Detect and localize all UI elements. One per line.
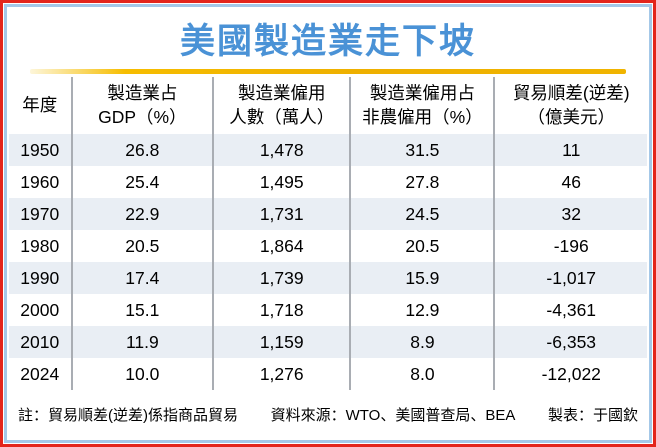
table-cell: 11 — [493, 134, 647, 166]
table-cell: -1,017 — [493, 262, 647, 294]
table-row: 1980 20.5 1,864 20.5 -196 — [9, 230, 647, 262]
table-body: 1950 26.8 1,478 31.5 11 1960 25.4 1,495 27.8 46 19… — [9, 134, 647, 390]
table-cell: 20.5 — [70, 230, 214, 262]
table-cell: 15.1 — [70, 294, 214, 326]
table-cell: 1,864 — [212, 230, 351, 262]
header-trade-balance: 貿易順差(逆差) （億美元） — [493, 77, 647, 134]
title-bar: 美國製造業走下坡 — [8, 9, 648, 67]
table-cell: 1950 — [20, 139, 60, 160]
table-cell: 26.8 — [70, 134, 214, 166]
data-table: 年度 製造業占 GDP（%） 製造業僱用 人數（萬人） 製造業僱用占 非農僱用（… — [9, 77, 647, 390]
table-cell: 1,495 — [212, 166, 351, 198]
table-header: 年度 製造業占 GDP（%） 製造業僱用 人數（萬人） 製造業僱用占 非農僱用（… — [9, 77, 647, 134]
footer-credit: 製表：于國欽 — [547, 406, 638, 424]
table-cell: 20.5 — [349, 230, 495, 262]
header-nonfarm-share: 製造業僱用占 非農僱用（%） — [349, 77, 495, 134]
table-cell: -196 — [493, 230, 647, 262]
table-cell: 17.4 — [70, 262, 214, 294]
table-row: 1970 22.9 1,731 24.5 32 — [9, 198, 647, 230]
table-cell: 24.5 — [349, 198, 495, 230]
table-cell: 1970 — [20, 203, 60, 224]
table-cell: 1,739 — [212, 262, 351, 294]
table-cell: 25.4 — [70, 166, 214, 198]
table-cell: 1,159 — [212, 326, 351, 358]
table-row: 2024 10.0 1,276 8.0 -12,022 — [9, 358, 647, 390]
table-cell: 2000 — [20, 299, 60, 320]
header-employment: 製造業僱用 人數（萬人） — [212, 77, 351, 134]
gold-divider — [30, 69, 626, 74]
table-row: 1990 17.4 1,739 15.9 -1,017 — [9, 262, 647, 294]
table-cell: 15.9 — [349, 262, 495, 294]
inner-blue-frame: 美國製造業走下坡 年度 製造業占 GDP（%） 製造業僱用 人數（萬人） 製造業… — [4, 4, 652, 443]
table-cell: -4,361 — [493, 294, 647, 326]
table-cell: 32 — [493, 198, 647, 230]
table-cell: 10.0 — [70, 358, 214, 390]
table-cell: 1990 — [20, 267, 60, 288]
header-year: 年度 — [9, 77, 72, 134]
table-cell: 1,718 — [212, 294, 351, 326]
table-cell: 2010 — [20, 331, 60, 352]
table-cell: 1,478 — [212, 134, 351, 166]
table-cell: 1980 — [20, 235, 60, 256]
table-cell: 2024 — [20, 363, 60, 384]
table-cell: 1,731 — [212, 198, 351, 230]
table-cell: 12.9 — [349, 294, 495, 326]
table-cell: -12,022 — [493, 358, 647, 390]
table-cell: 11.9 — [70, 326, 214, 358]
page-title: 美國製造業走下坡 — [179, 21, 476, 61]
table-cell: 8.9 — [349, 326, 495, 358]
table-cell: 22.9 — [70, 198, 214, 230]
table-row: 1960 25.4 1,495 27.8 46 — [9, 166, 647, 198]
table-cell: 1,276 — [212, 358, 351, 390]
table-row: 2010 11.9 1,159 8.9 -6,353 — [9, 326, 647, 358]
footer-source: 資料來源：WTO、美國普查局、BEA — [270, 406, 516, 424]
table-cell: 8.0 — [349, 358, 495, 390]
header-gdp-share: 製造業占 GDP（%） — [70, 77, 214, 134]
footer-bar: 註：貿易順差(逆差)係指商品貿易 資料來源：WTO、美國普查局、BEA 製表：于… — [8, 390, 648, 440]
table-row: 2000 15.1 1,718 12.9 -4,361 — [9, 294, 647, 326]
table-cell: 31.5 — [349, 134, 495, 166]
table-cell: 27.8 — [349, 166, 495, 198]
table-cell: 46 — [493, 166, 647, 198]
footer-note: 註：貿易順差(逆差)係指商品貿易 — [18, 406, 238, 424]
table-cell: -6,353 — [493, 326, 647, 358]
table-row: 1950 26.8 1,478 31.5 11 — [9, 134, 647, 166]
table-cell: 1960 — [20, 171, 60, 192]
